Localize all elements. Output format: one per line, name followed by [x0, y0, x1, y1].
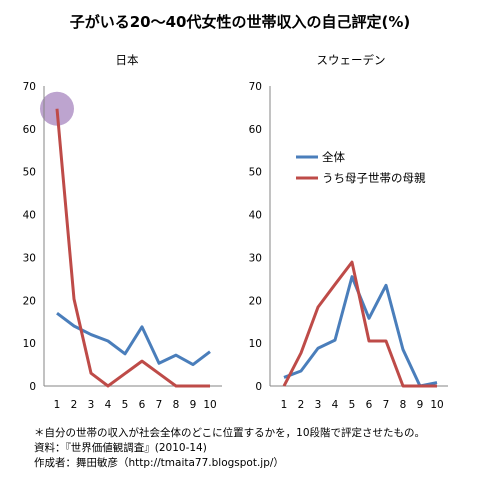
- x-tick-label: 8: [400, 399, 407, 411]
- x-tick-label: 1: [54, 399, 61, 411]
- x-tick-label: 10: [430, 399, 443, 411]
- legend: 全体 うち母子世帯の母親: [296, 150, 426, 185]
- series-line-all: [283, 275, 438, 388]
- x-tick-label: 4: [105, 399, 112, 411]
- x-tick-label: 8: [173, 399, 180, 411]
- series-line-single-mother: [282, 260, 437, 388]
- x-tick-label: 7: [156, 399, 163, 411]
- y-tick-label: 50: [249, 167, 262, 179]
- x-tick-labels: 1 2 3 4 5 6 7 8 9 10: [54, 399, 217, 411]
- y-tick-label: 60: [23, 124, 36, 136]
- y-tick-label: 20: [23, 295, 36, 307]
- series-lines: [55, 108, 211, 388]
- legend-label-all: 全体: [322, 150, 345, 164]
- x-tick-label: 7: [383, 399, 390, 411]
- series-line-single-mother: [55, 108, 210, 388]
- x-tick-label: 9: [190, 399, 197, 411]
- chart-title: 子がいる20〜40代女性の世帯収入の自己評定(%): [70, 13, 411, 31]
- x-tick-label: 5: [122, 399, 129, 411]
- y-tick-label: 50: [23, 167, 36, 179]
- y-tick-label: 0: [29, 381, 36, 393]
- y-tick-label: 0: [255, 381, 262, 393]
- sweden-panel-title: スウェーデン: [317, 53, 386, 67]
- footnote-source: 資料：『世界価値観調査』(2010-14): [34, 442, 207, 454]
- japan-panel: 日本 0 10 20 30 40 50 60 70 1 2 3 4 5 6 7 8 9 10: [23, 53, 222, 411]
- y-tick-label: 70: [23, 81, 36, 93]
- y-tick-label: 40: [249, 210, 262, 222]
- y-tick-label: 30: [249, 252, 262, 264]
- y-tick-label: 20: [249, 295, 262, 307]
- x-tick-label: 1: [281, 399, 288, 411]
- x-tick-label: 3: [88, 399, 95, 411]
- x-tick-labels: 1 2 3 4 5 6 7 8 9 10: [281, 399, 444, 411]
- y-tick-label: 60: [249, 124, 262, 136]
- y-tick-label: 10: [23, 338, 36, 350]
- x-tick-label: 10: [203, 399, 216, 411]
- y-tick-labels: 0 10 20 30 40 50 60 70: [23, 81, 36, 393]
- x-tick-label: 3: [315, 399, 322, 411]
- x-tick-label: 6: [366, 399, 373, 411]
- x-tick-label: 9: [417, 399, 424, 411]
- y-tick-label: 30: [23, 252, 36, 264]
- y-tick-labels: 0 10 20 30 40 50 60 70: [249, 81, 262, 393]
- japan-panel-title: 日本: [116, 53, 139, 67]
- x-tick-label: 5: [349, 399, 356, 411]
- y-tick-label: 10: [249, 338, 262, 350]
- y-tick-label: 40: [23, 210, 36, 222]
- x-tick-label: 2: [298, 399, 305, 411]
- footnote-author: 作成者：舞田敏彦（http://tmaita77.blogspot.jp/）: [34, 457, 284, 469]
- legend-label-single-mother: うち母子世帯の母親: [322, 171, 426, 185]
- x-tick-label: 4: [332, 399, 339, 411]
- y-tick-label: 70: [249, 81, 262, 93]
- footnote-note: ＊自分の世帯の収入が社会全体のどこに位置するかを，10段階で評定させたもの。: [34, 427, 426, 439]
- x-tick-label: 2: [71, 399, 78, 411]
- series-lines: [282, 260, 438, 388]
- sweden-panel: スウェーデン 0 10 20 30 40 50 60 70 1 2 3 4 5 6 7 8 9 10: [249, 53, 448, 411]
- x-tick-label: 6: [139, 399, 146, 411]
